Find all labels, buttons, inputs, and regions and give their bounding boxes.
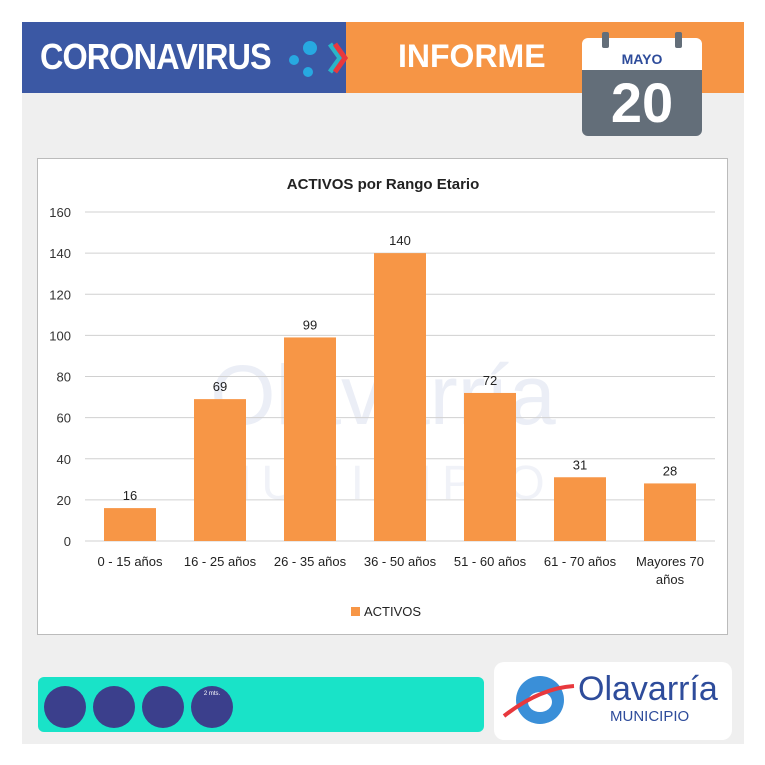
data-label: 16 <box>123 488 137 503</box>
distance-label: 2 mts. <box>203 691 221 697</box>
x-tick-label: 61 - 70 años <box>544 554 617 569</box>
virus-chevron-icon <box>289 41 349 77</box>
face-mask-icon <box>44 686 86 728</box>
bar <box>464 392 516 541</box>
bar <box>644 483 696 541</box>
bar <box>104 508 156 541</box>
legend-label: ACTIVOS <box>364 604 421 619</box>
bar <box>554 477 606 541</box>
calendar-icon: MAYO 20 <box>582 32 702 136</box>
chart-title: ACTIVOS por Rango Etario <box>287 176 480 193</box>
x-tick-label: años <box>656 572 685 587</box>
bar <box>194 399 246 541</box>
y-tick-label: 120 <box>49 287 71 302</box>
data-label: 28 <box>663 463 677 478</box>
header-subtitle: INFORME <box>398 38 546 74</box>
logo-name: Olavarría <box>578 670 718 708</box>
calendar-month: MAYO <box>621 51 663 67</box>
data-label: 69 <box>213 379 227 394</box>
bar-chart: OlavarríaMUNICIPIOACTIVOS por Rango Etar… <box>49 176 715 619</box>
calendar-day: 20 <box>610 71 674 134</box>
x-tick-label: 0 - 15 años <box>97 554 163 569</box>
x-tick-label: 36 - 50 años <box>364 554 437 569</box>
y-tick-label: 100 <box>49 328 71 343</box>
y-tick-label: 160 <box>49 205 71 220</box>
y-tick-label: 20 <box>57 493 71 508</box>
y-tick-label: 60 <box>57 411 71 426</box>
y-tick-label: 140 <box>49 246 71 261</box>
social-distance-icon: 2 mts. <box>191 686 233 728</box>
bar <box>374 253 426 541</box>
header-title: CORONAVIRUS <box>40 36 272 77</box>
data-label: 72 <box>483 373 497 388</box>
logo-subtitle: MUNICIPIO <box>610 708 690 725</box>
x-tick-label: 51 - 60 años <box>454 554 527 569</box>
y-tick-label: 80 <box>57 370 71 385</box>
x-tick-label: 16 - 25 años <box>184 554 257 569</box>
data-label: 99 <box>303 317 317 332</box>
sanitizer-spray-icon <box>142 686 184 728</box>
x-tick-label: Mayores 70 <box>636 554 704 569</box>
chart-area: OlavarríaMUNICIPIOACTIVOS por Rango Etar… <box>37 158 728 635</box>
bar <box>284 337 336 541</box>
y-tick-label: 40 <box>57 452 71 467</box>
logo-swoosh-icon <box>502 676 575 724</box>
y-tick-label: 0 <box>64 534 71 549</box>
data-label: 140 <box>389 233 411 248</box>
x-tick-label: 26 - 35 años <box>274 554 347 569</box>
data-label: 31 <box>573 457 587 472</box>
hand-washing-icon <box>93 686 135 728</box>
legend-swatch <box>351 607 360 616</box>
